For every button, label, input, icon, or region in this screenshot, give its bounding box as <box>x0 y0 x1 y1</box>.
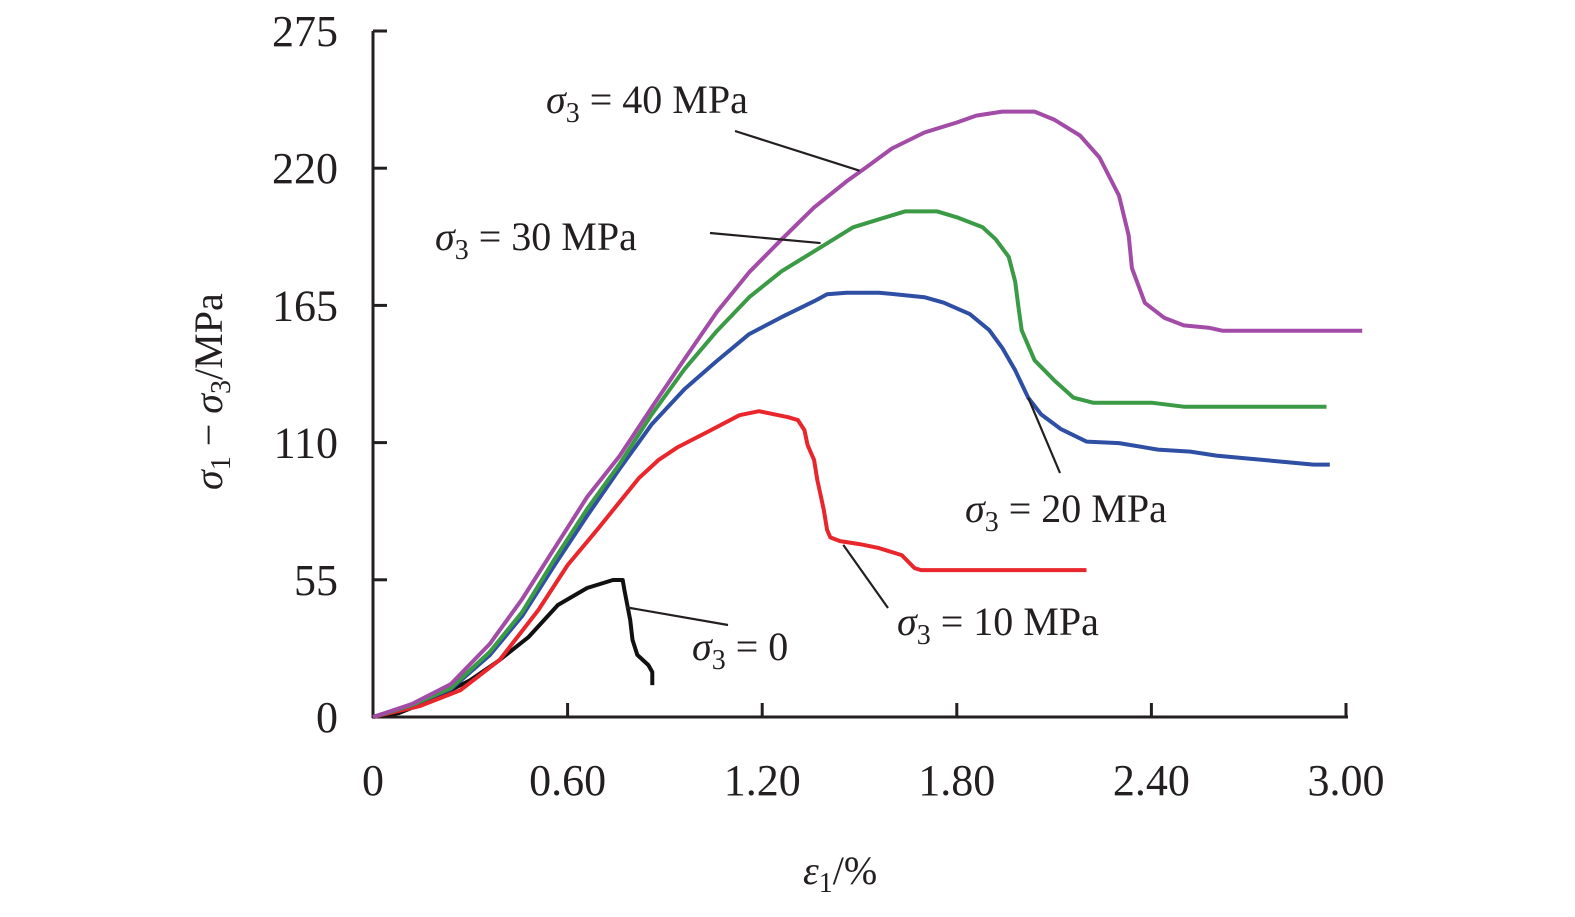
y-tick-label: 0 <box>316 693 338 742</box>
y-tick-label: 275 <box>272 7 338 56</box>
y-tick-label: 165 <box>272 281 338 330</box>
x-axis-title: ε1/% <box>803 848 877 899</box>
series-line--3-10-mpa <box>372 409 1087 719</box>
series-line--3-30-mpa <box>372 209 1327 719</box>
y-tick-label: 110 <box>274 419 338 468</box>
x-tick-label: 0.60 <box>529 756 606 805</box>
annotation-leaders <box>625 129 1062 627</box>
series-line--3-40-mpa <box>372 109 1363 719</box>
annotation-leader-line <box>625 606 729 627</box>
series-annotation-label: σ3 = 40 MPa <box>546 77 748 129</box>
x-tick-label: 2.40 <box>1113 756 1190 805</box>
series-annotation-label: σ3 = 0 <box>692 624 788 676</box>
series-annotations: σ3 = 0 σ3 = 10 MPa σ3 = 20 MPa σ3 = 30 MPa σ… <box>435 77 1167 676</box>
x-ticks: 0 0.60 1.20 1.80 2.40 3.00 <box>362 703 1385 805</box>
series-line--3-20-mpa <box>372 290 1330 719</box>
series-line--3-0 <box>372 578 655 719</box>
series-annotation-label: σ3 = 10 MPa <box>897 599 1099 651</box>
y-axis-title-group: σ1 − σ3/MPa <box>186 293 237 490</box>
x-tick-label: 1.20 <box>724 756 801 805</box>
axes <box>371 31 1348 719</box>
y-axis-title: σ1 − σ3/MPa <box>186 293 237 490</box>
x-tick-label: 0 <box>362 756 384 805</box>
x-tick-label: 1.80 <box>918 756 995 805</box>
y-tick-label: 55 <box>294 556 338 605</box>
series-annotation-label: σ3 = 30 MPa <box>435 214 637 266</box>
series-annotation-label: σ3 = 20 MPa <box>965 486 1167 538</box>
annotation-leader-line <box>709 231 821 245</box>
y-tick-label: 220 <box>272 144 338 193</box>
y-ticks: 0 55 110 165 220 275 <box>272 7 387 742</box>
annotation-leader-line <box>734 129 860 172</box>
annotation-leader-line <box>842 544 889 609</box>
annotation-leader-line <box>1027 397 1062 474</box>
x-tick-label: 3.00 <box>1308 756 1385 805</box>
series-group <box>372 109 1363 719</box>
